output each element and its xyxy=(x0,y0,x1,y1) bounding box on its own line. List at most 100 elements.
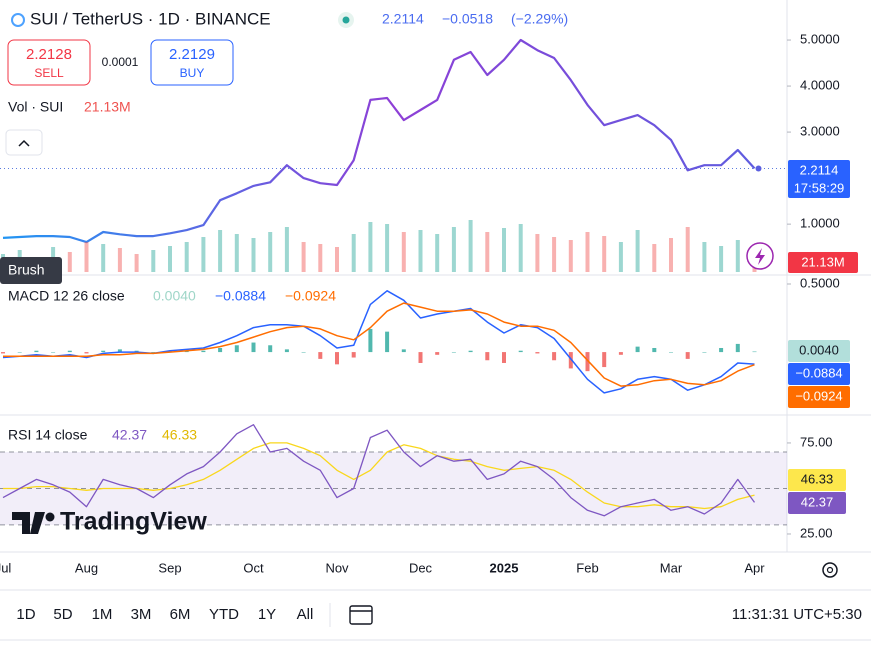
volume-bar xyxy=(669,238,673,272)
macd-histogram-bar xyxy=(635,346,640,353)
sell-price: 2.2128 xyxy=(26,46,72,63)
settings-icon[interactable] xyxy=(822,562,838,578)
timeframe-button[interactable]: 6M xyxy=(170,606,191,623)
volume-bar xyxy=(502,228,506,272)
x-tick-label: Apr xyxy=(744,560,765,575)
volume-bar xyxy=(268,232,273,272)
macd-histogram-bar xyxy=(401,349,406,353)
rsi-ma-value: 46.33 xyxy=(162,427,197,443)
collapse-icon xyxy=(18,139,30,147)
volume-bar xyxy=(318,244,323,272)
volume-bar xyxy=(301,242,306,272)
date-range-icon[interactable] xyxy=(349,605,373,625)
price-change: −0.0518 xyxy=(442,11,493,27)
y-tick-label: 4.0000 xyxy=(800,78,840,93)
volume-bar xyxy=(652,244,657,272)
timeframe-button[interactable]: All xyxy=(297,606,314,623)
macd-histogram-bar xyxy=(1,352,5,354)
volume-bar xyxy=(485,232,490,272)
volume-bar xyxy=(535,234,540,272)
signal-label: −0.0924 xyxy=(795,388,842,403)
price-label-box xyxy=(788,160,850,198)
volume-bar xyxy=(401,232,406,272)
timeframe-button[interactable]: 5D xyxy=(53,606,72,623)
volume-bar xyxy=(468,220,473,272)
macd-histogram-bar xyxy=(602,352,607,368)
macd-histogram-bar xyxy=(301,352,306,353)
macd-histogram-bar xyxy=(368,328,373,353)
buy-button[interactable] xyxy=(150,39,234,86)
y-tick-label: 3.0000 xyxy=(800,124,840,139)
x-tick-label: Oct xyxy=(243,560,264,575)
macd-histogram-bar xyxy=(67,350,72,353)
volume-bar xyxy=(234,234,239,272)
timeframe-button[interactable]: 1M xyxy=(92,606,113,623)
volume-bar xyxy=(184,242,189,272)
x-tick-label: Sep xyxy=(158,560,181,575)
rsi-ma-box xyxy=(788,469,846,491)
timeframe-button[interactable]: 1D xyxy=(16,606,35,623)
logo-mark xyxy=(12,512,45,534)
spread: 0.0001 xyxy=(102,55,139,69)
volume-bar xyxy=(168,246,172,272)
macd-histogram-bar xyxy=(151,352,156,353)
timeframe-button[interactable]: 1Y xyxy=(258,606,276,623)
macd-histogram-bar xyxy=(51,352,56,353)
macd-histogram-bar xyxy=(585,352,590,372)
macd-line xyxy=(2,290,755,394)
macd-histogram-bar xyxy=(702,352,707,353)
volume-bar xyxy=(284,227,289,272)
price-change-pct: (−2.29%) xyxy=(511,11,568,27)
rsi-label: 42.37 xyxy=(801,494,834,509)
x-tick-label: Feb xyxy=(576,560,598,575)
y-tick-label: 1.0000 xyxy=(800,216,840,231)
symbol-title[interactable]: SUI / TetherUS · 1D · BINANCE xyxy=(30,9,271,28)
macd-histogram-bar xyxy=(34,350,39,353)
volume-bar xyxy=(518,224,523,272)
timeframe-button[interactable]: YTD xyxy=(209,606,239,623)
logo: TradingView xyxy=(12,508,207,536)
macd-histogram-bar xyxy=(351,352,356,358)
clock[interactable]: 11:31:31 UTC+5:30 xyxy=(732,606,862,623)
settings-icon-center xyxy=(826,566,834,574)
price-line-series xyxy=(2,38,756,244)
volume-bar xyxy=(435,234,440,272)
volume-bar xyxy=(618,242,623,272)
signal-line xyxy=(3,302,755,387)
macd-histogram-bar xyxy=(485,352,490,361)
volume-bar xyxy=(134,254,139,272)
rsi-ma-label: 46.33 xyxy=(801,471,834,486)
macd-histogram-bar xyxy=(17,352,22,353)
volume-label-box xyxy=(788,252,858,273)
macd-histogram-bar xyxy=(418,352,423,363)
collapse-button[interactable] xyxy=(5,129,43,156)
x-tick-label: Mar xyxy=(660,560,683,575)
volume-bar xyxy=(635,230,640,272)
macd-histogram-bar xyxy=(218,347,223,353)
symbol-icon xyxy=(11,13,25,27)
volume-bar xyxy=(335,247,339,272)
sell-button[interactable] xyxy=(7,39,91,86)
macd-label: −0.0884 xyxy=(795,365,842,380)
volume-bar xyxy=(368,222,373,272)
macd-histogram-bar xyxy=(251,342,256,353)
toolbar: 11:31:31 UTC+5:30 1D 5D 1M 3M 6M YTD 1Y All xyxy=(16,603,862,627)
macd-histogram-bar xyxy=(234,345,239,353)
volume-title: Vol · SUI xyxy=(8,99,63,115)
volume-bar xyxy=(67,252,72,272)
macd-histogram-bar xyxy=(618,352,623,355)
last-point xyxy=(755,165,762,172)
volume-bar xyxy=(351,234,356,272)
macd-value: −0.0884 xyxy=(215,288,266,304)
volume-bar xyxy=(385,224,390,272)
volume-bar xyxy=(685,227,690,272)
price-label: 2.2114 xyxy=(800,162,839,177)
timeframe-button[interactable]: 3M xyxy=(131,606,152,623)
macd-histogram-bar xyxy=(284,349,289,353)
sell-label: SELL xyxy=(34,66,64,80)
macd-histogram-bar xyxy=(552,352,557,361)
macd-histogram-bar xyxy=(518,350,523,353)
x-tick-label: Nov xyxy=(325,560,349,575)
rsi-line xyxy=(2,424,756,517)
macd-hist-box xyxy=(788,340,850,362)
